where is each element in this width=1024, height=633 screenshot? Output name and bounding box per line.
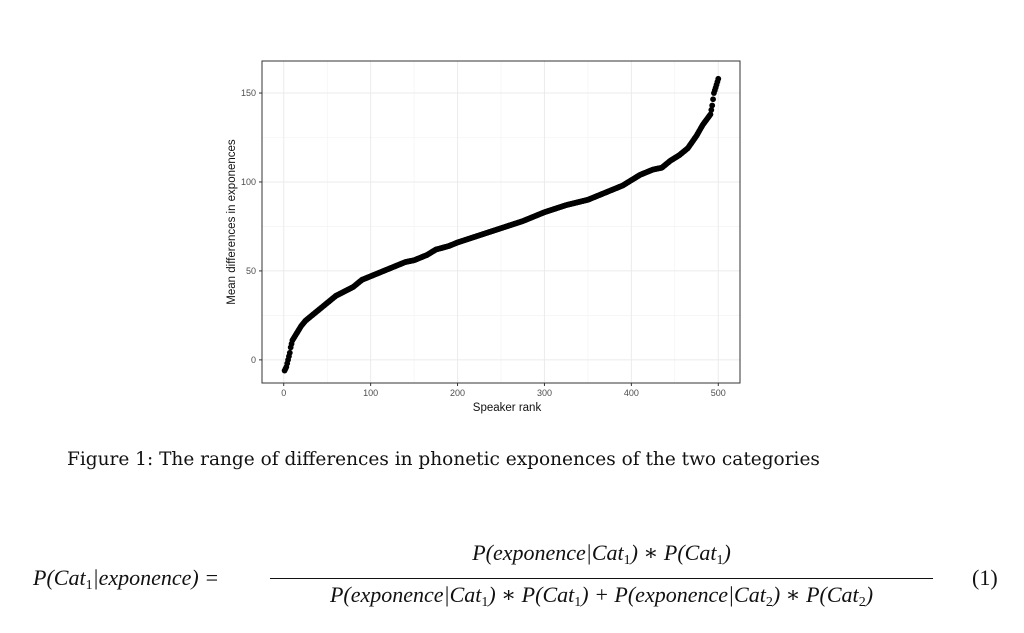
y-tick-label: 0: [251, 355, 256, 365]
data-point: [707, 111, 714, 118]
equation-term: ) ∗ P(Cat: [772, 582, 859, 607]
data-point: [708, 107, 715, 113]
subscript: 1: [85, 578, 93, 593]
equation-term: P(exponence|Cat: [329, 582, 482, 607]
equation-term: ) + P(exponence|Cat: [581, 582, 766, 607]
equation-numerator: P(exponence|Cat1) ∗ P(Cat1): [270, 540, 933, 568]
subscript: 1: [574, 595, 582, 610]
y-tick-label: 150: [241, 88, 256, 98]
figure-caption: Figure 1: The range of differences in ph…: [67, 449, 820, 470]
equation-term: |exponence) =: [92, 565, 220, 590]
x-tick-label: 400: [624, 388, 639, 398]
equation-denominator: P(exponence|Cat1) ∗ P(Cat1) + P(exponenc…: [270, 582, 933, 610]
equation-term: ): [723, 540, 731, 565]
x-tick-label: 300: [537, 388, 552, 398]
y-tick-label: 100: [241, 177, 256, 187]
subscript: 1: [623, 553, 631, 568]
data-point: [709, 102, 716, 109]
x-tick-label: 0: [281, 388, 286, 398]
equation-term: ): [865, 582, 874, 607]
scatter-chart: 0 100 200 300 400 500 0 50 100 150 Speaker rank M…: [226, 60, 741, 414]
equation-term: ) ∗ P(Cat: [488, 582, 575, 607]
data-point: [715, 75, 722, 82]
equation-term: P(exponence|Cat: [472, 540, 624, 565]
x-tick-label: 200: [450, 388, 465, 398]
x-tick-label: 100: [363, 388, 378, 398]
data-point: [286, 349, 293, 356]
y-tick-label: 50: [246, 266, 256, 276]
subscript: 1: [716, 553, 724, 568]
subscript: 2: [858, 595, 866, 610]
equation-term: ) ∗ P(Cat: [630, 540, 717, 565]
x-tick-label: 500: [711, 388, 726, 398]
equation-term: P(Cat: [33, 565, 86, 590]
data-points: [281, 75, 722, 374]
plot-panel-border: [261, 60, 741, 384]
equation-number: (1): [972, 565, 998, 590]
fraction-bar: [270, 578, 933, 580]
subscript: 2: [765, 595, 773, 610]
data-point: [710, 96, 716, 103]
x-axis-title: Speaker rank: [473, 402, 542, 414]
equation-lhs: P(Cat1|exponence) =: [33, 565, 220, 593]
y-axis-title: Mean differences in exponences: [226, 139, 238, 305]
subscript: 1: [481, 595, 489, 610]
